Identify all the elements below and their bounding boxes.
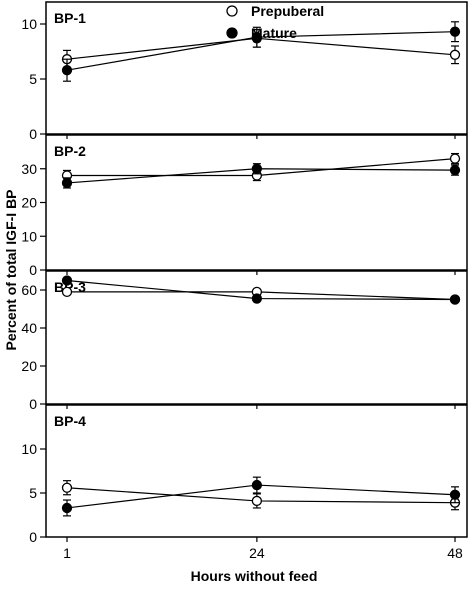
x-tick-label: 48	[447, 545, 463, 561]
y-axis-title: Percent of total IGF-I BP	[3, 189, 19, 350]
data-point-mature	[449, 26, 461, 37]
panel-title: BP-4	[54, 413, 86, 429]
data-point-prepuberal	[251, 495, 263, 507]
y-tick-label: 10	[21, 228, 37, 244]
y-tick-label: 5	[29, 71, 37, 87]
legend-marker-prepuberal	[226, 5, 238, 17]
data-point-mature	[61, 502, 73, 514]
data-point-mature	[251, 293, 263, 304]
data-point-prepuberal	[449, 49, 461, 60]
legend-marker-mature	[226, 27, 238, 39]
y-tick-label: 0	[29, 262, 37, 278]
panel-frame	[45, 134, 468, 271]
series-line	[66, 484, 456, 509]
y-tick-label: 0	[29, 126, 37, 142]
x-tick-label: 1	[63, 545, 71, 561]
data-point-mature	[61, 177, 73, 189]
y-tick-label: 10	[21, 441, 37, 457]
data-point-mature	[251, 163, 263, 174]
data-point-prepuberal	[449, 153, 461, 164]
data-point-mature	[61, 275, 73, 286]
y-tick-label: 40	[21, 320, 37, 336]
y-tick-label: 0	[29, 529, 37, 545]
panel-frame	[45, 404, 468, 538]
data-point-mature	[449, 489, 461, 500]
y-tick-label: 20	[21, 358, 37, 374]
x-tick-label: 24	[249, 545, 265, 561]
panel-title: BP-1	[54, 10, 86, 26]
y-tick-label: 0	[29, 396, 37, 412]
data-point-mature	[61, 65, 73, 76]
y-tick-label: 5	[29, 485, 37, 501]
y-tick-label: 10	[21, 16, 37, 32]
data-point-mature	[449, 164, 461, 176]
x-axis-title: Hours without feed	[191, 568, 318, 584]
data-point-mature	[251, 32, 263, 43]
y-tick-label: 30	[21, 161, 37, 177]
data-point-prepuberal	[61, 482, 73, 493]
y-tick-label: 20	[21, 195, 37, 211]
legend-label: Prepuberal	[251, 3, 324, 19]
panel-frame	[45, 1, 468, 135]
panel-title: BP-2	[54, 143, 86, 159]
data-point-prepuberal	[61, 286, 73, 298]
data-point-mature	[251, 479, 263, 491]
data-point-mature	[449, 294, 461, 305]
series-line	[66, 37, 456, 60]
legend-label: Mature	[251, 25, 297, 41]
y-tick-label: 60	[21, 282, 37, 298]
